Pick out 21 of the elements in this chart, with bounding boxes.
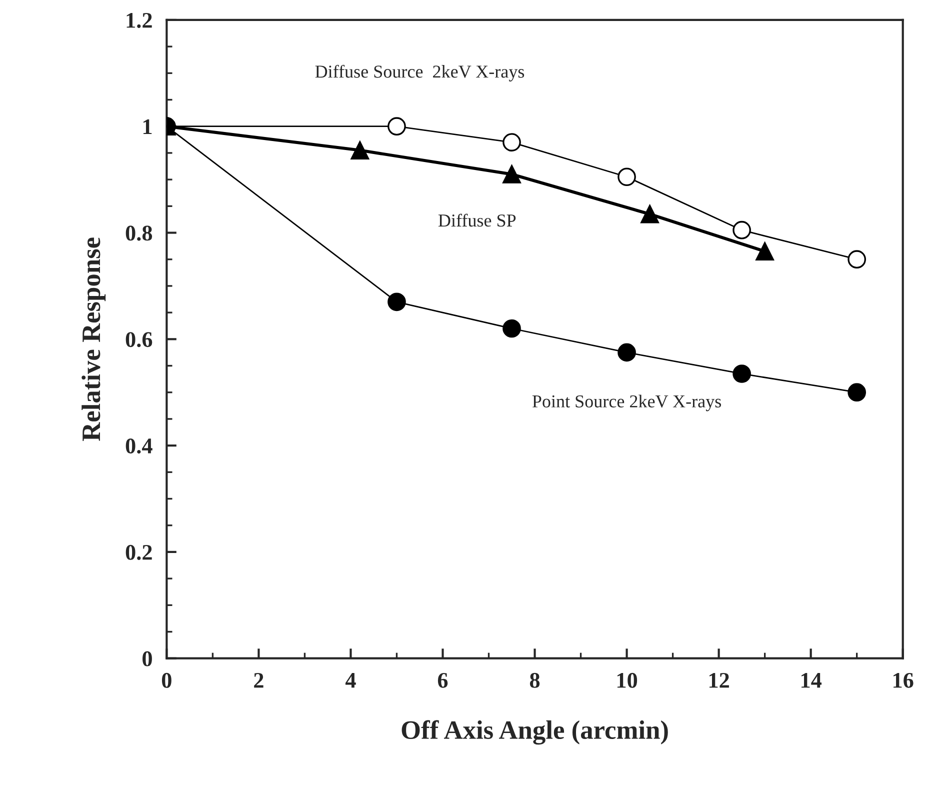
y-tick-label: 0.2 <box>126 544 152 560</box>
x-tick-label: 12 <box>709 672 729 688</box>
series-label: Diffuse SP <box>438 214 516 227</box>
x-tick-label: 8 <box>530 672 540 688</box>
y-tick-label: 0.6 <box>126 332 152 348</box>
text: Diffuse Source 2keV X-rays <box>315 64 524 82</box>
x-axis-title: Off Axis Angle (arcmin) <box>402 720 668 745</box>
x-tick-label: 16 <box>894 672 914 688</box>
x-tick-label: 14 <box>802 672 822 688</box>
y-tick-label: 1 <box>143 119 152 134</box>
x-tick-label: 2 <box>254 672 264 688</box>
y-tick-label: 1.2 <box>126 12 152 28</box>
x-tick-label: 4 <box>345 673 356 688</box>
x-tick-label: 6 <box>438 672 448 688</box>
y-tick-label: 0.8 <box>126 226 152 241</box>
y-tick-label: 0.4 <box>126 438 152 454</box>
x-tick-label: 10 <box>617 672 638 688</box>
y-axis-title: Relative Response <box>82 238 106 441</box>
y-tick-label: 0 <box>142 651 152 666</box>
x-tick-label: 0 <box>162 672 172 688</box>
series-label: Point Source 2keV X-rays <box>532 394 721 412</box>
